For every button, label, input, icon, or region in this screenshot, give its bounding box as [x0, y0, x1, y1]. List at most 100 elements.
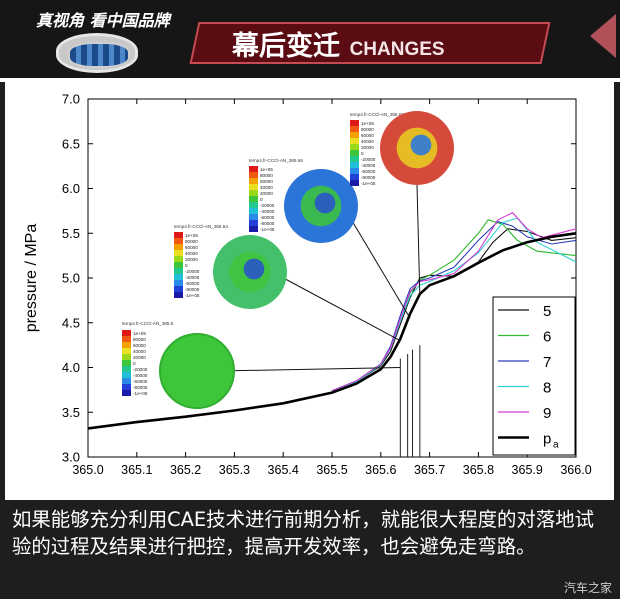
watermark: 汽车之家	[563, 581, 612, 595]
colorbar-label: -60000	[133, 379, 148, 384]
section-title-en: CHANGES	[349, 39, 445, 60]
colorbar-label: 0	[361, 151, 364, 156]
legend-box	[492, 296, 576, 456]
colorbar-cell	[350, 138, 359, 144]
disc-core	[243, 258, 265, 280]
x-tick-label: 365.7	[414, 463, 445, 477]
colorbar-label: 1e+05	[185, 233, 198, 238]
colorbar-label: 60000	[260, 179, 273, 184]
colorbar-label: -40000	[185, 275, 200, 280]
x-tick-label: 365.3	[219, 463, 250, 477]
colorbar-cell	[350, 132, 359, 138]
colorbar-label: 1e+05	[361, 121, 374, 126]
colorbar-cell	[174, 292, 183, 298]
colorbar-cell	[174, 274, 183, 280]
colorbar-cell	[249, 172, 258, 178]
colorbar-cell	[174, 286, 183, 292]
colorbar-cell	[122, 366, 131, 372]
x-tick-label: 365.9	[512, 463, 543, 477]
x-tick-label: 365.1	[121, 463, 152, 477]
logo-slogan: 真视角 看中国品牌	[36, 11, 170, 30]
colorbar-label: -80000	[361, 175, 376, 180]
colorbar-cell	[249, 166, 258, 172]
colorbar-label: -1e+05	[133, 391, 148, 396]
colorbar-label: 80000	[185, 239, 198, 244]
colorbar-label: 40000	[133, 349, 146, 354]
x-tick-label: 365.2	[170, 463, 201, 477]
pointer-line	[219, 367, 401, 372]
colorbar-label: 80000	[260, 173, 273, 178]
corner-arrow-icon	[590, 14, 616, 58]
colorbar-label: 0	[260, 197, 263, 202]
colorbar-label: -40000	[260, 209, 275, 214]
colorbar-label: -1e+05	[185, 293, 200, 298]
colorbar-cell	[350, 180, 359, 186]
colorbar-label: 0	[133, 361, 136, 366]
colorbar-label: -1e+05	[260, 227, 275, 232]
y-tick-label: 5.5	[62, 226, 80, 241]
colorbar-label: -80000	[133, 385, 148, 390]
colorbar-cell	[122, 378, 131, 384]
colorbar-label: -80000	[185, 287, 200, 292]
legend-label-9: 9	[543, 405, 551, 422]
colorbar-cell	[174, 268, 183, 274]
colorbar-label: -60000	[185, 281, 200, 286]
colorbar-cell	[249, 202, 258, 208]
colorbar-cell	[122, 336, 131, 342]
x-tick-label: 365.8	[463, 463, 494, 477]
caption-area: 如果能够充分利用CAE技术进行前期分析，就能很大程度的对落地试验的过程及结果进行…	[0, 500, 620, 599]
snapshot-header: temp4.fr-CCCl-AN_365.68	[350, 112, 404, 117]
colorbar-cell	[174, 280, 183, 286]
colorbar-cell	[122, 372, 131, 378]
legend-label-6: 6	[543, 329, 551, 346]
pointer-line	[271, 271, 401, 342]
colorbar-cell	[174, 232, 183, 238]
colorbar-cell	[122, 342, 131, 348]
colorbar-cell	[174, 250, 183, 256]
colorbar-cell	[350, 126, 359, 132]
colorbar-cell	[249, 184, 258, 190]
y-tick-label: 3.5	[62, 405, 80, 420]
disc-core	[314, 192, 336, 214]
colorbar-cell	[350, 150, 359, 156]
colorbar-cell	[122, 330, 131, 336]
colorbar-cell	[174, 256, 183, 262]
x-tick-label: 365.6	[365, 463, 396, 477]
colorbar-label: 1e+05	[260, 167, 273, 172]
colorbar-label: 20000	[361, 145, 374, 150]
y-tick-label: 6.0	[62, 181, 80, 196]
x-tick-label: 365.5	[316, 463, 347, 477]
colorbar-cell	[249, 196, 258, 202]
colorbar-label: 40000	[260, 185, 273, 190]
snapshot-1: temp4.fr-CCCl-AN_365.5 1e+058000060000400…	[122, 321, 401, 409]
y-tick-label: 5.0	[62, 271, 80, 286]
legend-subscript: a	[553, 440, 559, 451]
colorbar-label: -1e+05	[361, 181, 376, 186]
legend-label-8: 8	[543, 380, 551, 397]
colorbar-label: 20000	[133, 355, 146, 360]
x-tick-label: 365.0	[72, 463, 103, 477]
colorbar-label: 60000	[133, 343, 146, 348]
colorbar-label: 40000	[185, 251, 198, 256]
series-line-9	[331, 212, 577, 392]
snapshot-3: temp4.fr-CCCl-AN_365.66 1e+05800006000040…	[249, 158, 411, 319]
section-title-cn: 幕后变迁	[232, 31, 340, 62]
disc-edge	[159, 333, 235, 409]
disc-core	[410, 134, 432, 156]
colorbar-label: -40000	[133, 373, 148, 378]
legend-label-7: 7	[543, 354, 551, 371]
section-title: 幕后变迁 CHANGES	[232, 24, 445, 63]
colorbar-label: -20000	[260, 203, 275, 208]
colorbar-label: 60000	[185, 245, 198, 250]
chart-panel: 365.0 365.1 365.2 365.3 365.4 365.5 365.6 365.7…	[5, 82, 614, 500]
brand-logo: 真视角 看中国品牌	[30, 5, 180, 75]
colorbar-cell	[350, 162, 359, 168]
colorbar-cell	[122, 348, 131, 354]
x-tick-label: 365.4	[268, 463, 299, 477]
colorbar-label: -20000	[361, 157, 376, 162]
colorbar-label: -60000	[260, 215, 275, 220]
colorbar-label: 80000	[361, 127, 374, 132]
pointer-line	[342, 205, 411, 319]
geely-emblem-icon	[56, 33, 138, 73]
y-axis-label: pressure / MPa	[23, 224, 40, 333]
